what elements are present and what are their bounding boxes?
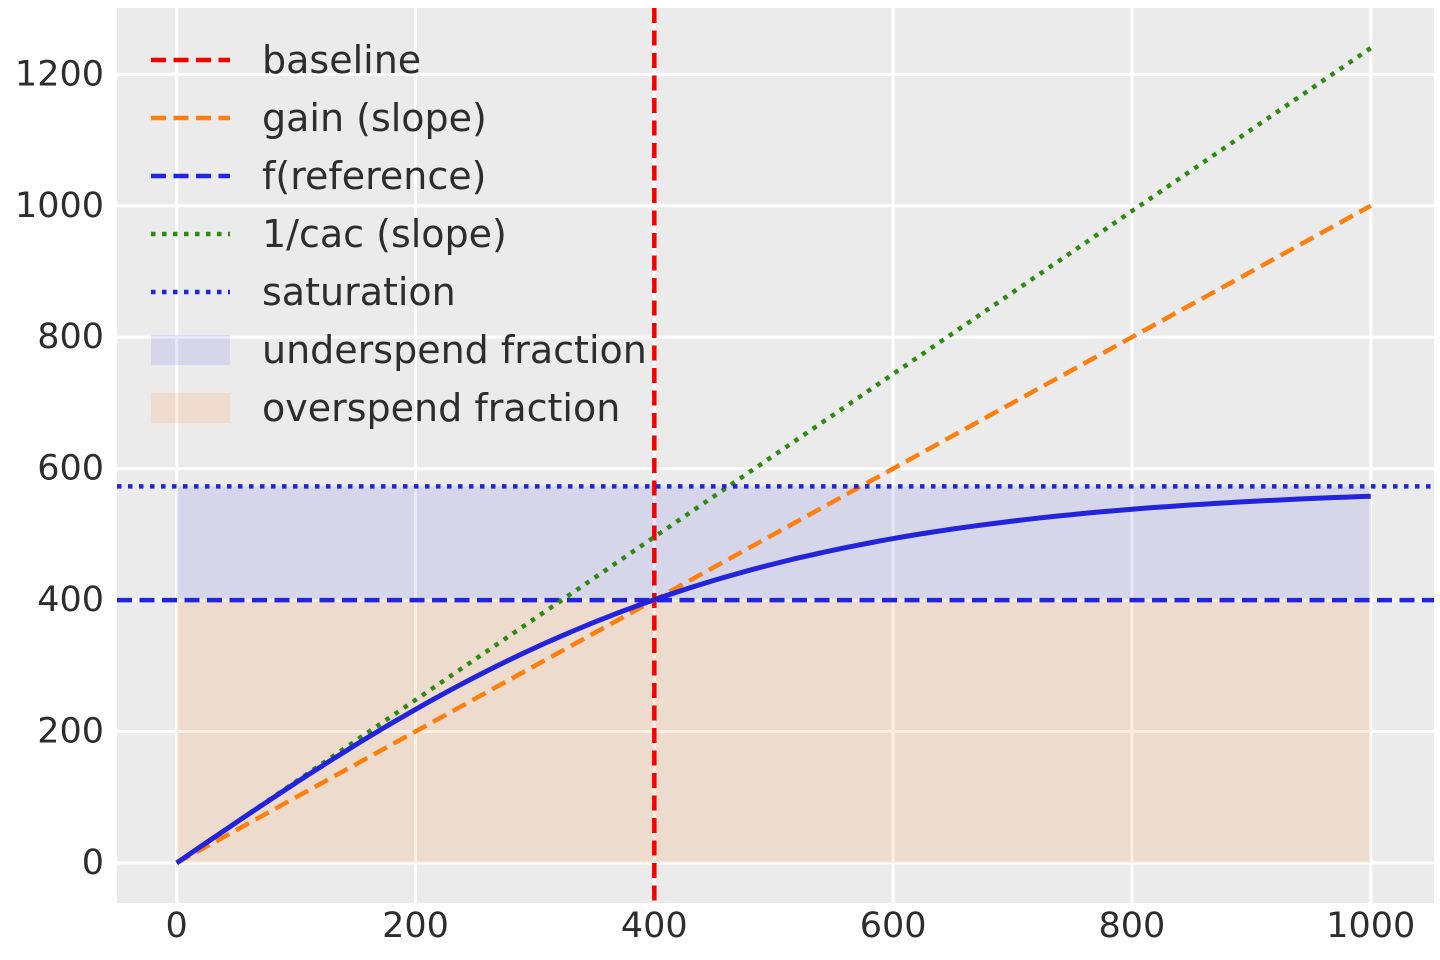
y-tick-label-1200: 1200: [15, 54, 104, 94]
x-tick-label-1000: 1000: [1326, 906, 1415, 946]
legend-label-1-cac-slope: 1/cac (slope): [262, 212, 507, 256]
legend-label-gain-slope: gain (slope): [262, 96, 487, 140]
x-tick-label-400: 400: [621, 906, 688, 946]
y-tick-label-400: 400: [37, 580, 104, 620]
x-tick-label-800: 800: [1099, 906, 1166, 946]
legend-label-baseline: baseline: [262, 38, 421, 82]
x-tick-label-600: 600: [860, 906, 927, 946]
legend-label-f-reference: f(reference): [262, 154, 486, 198]
x-tick-label-200: 200: [382, 906, 449, 946]
y-tick-label-600: 600: [37, 449, 104, 489]
y-tick-label-1000: 1000: [15, 186, 104, 226]
line-gain-slope: [175, 203, 1372, 865]
legend-label-overspend-fraction: overspend fraction: [262, 386, 620, 430]
x-tick-label-0: 0: [166, 906, 188, 946]
legend-label-saturation: saturation: [262, 270, 456, 314]
fill-overspend-fraction: [176, 600, 1371, 863]
y-tick-label-800: 800: [37, 317, 104, 357]
legend-label-underspend-fraction: underspend fraction: [262, 328, 647, 372]
legend-swatch-underspend-fraction: [151, 335, 230, 365]
line-response-curve: [175, 493, 1371, 865]
y-tick-label-0: 0: [82, 843, 104, 883]
legend-swatch-overspend-fraction: [151, 393, 230, 423]
y-tick-label-200: 200: [37, 711, 104, 751]
